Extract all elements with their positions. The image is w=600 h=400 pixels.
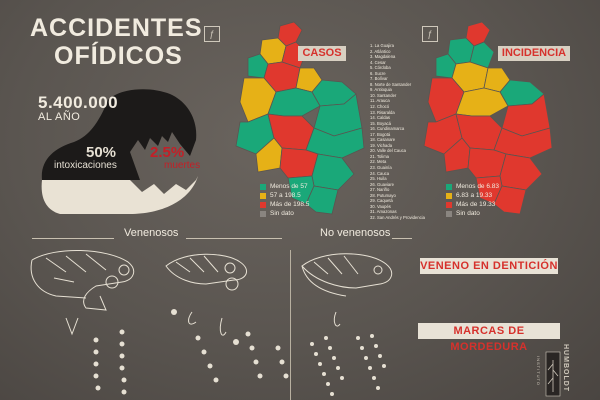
department-item: 9. Antioquia (370, 87, 392, 93)
legend-item: Sin dato (260, 209, 309, 218)
department-item: 26. Guaviare (370, 181, 394, 187)
divider (392, 238, 412, 239)
legend-label: Más de 19.33 (456, 201, 496, 208)
legend-swatch (260, 210, 266, 217)
legend-label: Menos de 57 (270, 183, 308, 190)
legend-swatch (446, 183, 452, 190)
legend-label: Menos de 6.83 (456, 183, 500, 190)
legend-item: Menos de 57 (260, 182, 309, 191)
map-casos (235, 21, 365, 215)
stat-total-label: AL AÑO (38, 111, 81, 123)
title-line1: ACCIDENTES (30, 14, 203, 42)
legend-swatch (260, 192, 266, 199)
department-item: 7. Bolívar (370, 76, 388, 82)
department-item: 20. Valle del Cauca (370, 148, 407, 154)
legend-item: 57 a 198.5 (260, 191, 309, 200)
department-item: 21. Tolima (370, 153, 390, 159)
department-item: 24. Cauca (370, 170, 390, 176)
department-item: 29. Caquetá (370, 198, 393, 204)
department-item: 2. Atlántico (370, 48, 391, 54)
department-item: 16. Cundinamarca (370, 126, 405, 132)
department-item: 8. Norte de Santander (370, 81, 412, 87)
department-item: 11. Arauca (370, 98, 390, 104)
page-title: ACCIDENTES OFÍDICOS (30, 14, 203, 70)
department-item: 27. Nariño (370, 187, 390, 193)
department-item: 30. Vaupés (370, 203, 391, 209)
map-incidencia (423, 21, 553, 215)
legend-label: Sin dato (456, 210, 480, 217)
legend-swatch (446, 201, 452, 208)
legend-label: Más de 198.5 (270, 201, 310, 208)
department-item: 31. Amazonas (370, 209, 397, 215)
divider (186, 238, 282, 239)
snake-silhouette (41, 89, 198, 214)
institute-logo: HUMBOLDT INSTITUTO (532, 340, 572, 400)
department-item: 14. Caldas (370, 115, 391, 121)
department-item: 15. Boyacá (370, 120, 391, 126)
legend-swatch (260, 183, 266, 190)
logo-text: HUMBOLDT (562, 344, 569, 393)
section-non-venomous: No venenosos (320, 227, 391, 239)
non-venomous-snake-drawing (301, 253, 393, 396)
banner-venom: VENENO EN DENTICIÓN (420, 258, 558, 274)
department-item: 5. Córdoba (370, 65, 391, 71)
department-item: 18. Casanare (370, 137, 396, 143)
section-venomous: Venenosos (124, 227, 179, 239)
legend-item: Menos de 6.83 (446, 182, 499, 191)
map-incidencia-legend: Menos de 6.83 6.83 a 19.33 Más de 19.33 … (446, 182, 499, 218)
stat-intox-pct: 50% (86, 144, 117, 161)
legend-label: 6.83 a 19.33 (456, 192, 493, 199)
department-item: 1. La Guajira (370, 43, 394, 48)
legend-item: Más de 198.5 (260, 200, 309, 209)
map-casos-title: CASOS (298, 46, 346, 61)
legend-label: 57 a 198.5 (270, 192, 301, 199)
stat-total: 5.400.000 (38, 93, 119, 112)
stat-intox-label: intoxicaciones (54, 160, 117, 171)
stat-death-pct: 2.5% (150, 144, 185, 161)
department-item: 32. San Andrés y Providencia (370, 214, 425, 220)
legend-swatch (446, 192, 452, 199)
legend-item: 6.83 a 19.33 (446, 191, 499, 200)
department-item: 23. Guainía (370, 165, 392, 171)
map-incidencia-title: INCIDENCIA (498, 46, 570, 61)
stat-death-label: muertes (164, 160, 201, 171)
legend-label: Sin dato (270, 210, 294, 217)
title-line2: OFÍDICOS (54, 42, 183, 70)
department-item: 28. Putumayo (370, 192, 396, 198)
department-item: 19. Vichada (370, 142, 393, 148)
vertical-divider (290, 250, 291, 400)
department-item: 22. Meta (370, 159, 387, 165)
logo-text-small: INSTITUTO (536, 356, 541, 387)
legend-item: Sin dato (446, 209, 499, 218)
department-item: 4. Cesar (370, 59, 386, 65)
legend-swatch (260, 201, 266, 208)
legend-swatch (446, 210, 452, 217)
divider (32, 238, 114, 239)
department-item: 3. Magdalena (370, 54, 396, 60)
department-item: 6. Sucre (370, 70, 386, 76)
fingerprint-icon: ƒ (422, 26, 438, 42)
department-list: 1. La Guajira 2. Atlántico 3. Magdalena 4. … (370, 43, 438, 221)
department-item: 17. Bogotá (370, 131, 391, 137)
venomous-snake-drawings (30, 249, 289, 395)
department-item: 10. Santander (370, 92, 397, 98)
fingerprint-icon: ƒ (204, 26, 220, 42)
department-item: 13. Risaralda (370, 109, 395, 115)
banner-bite: MARCAS DE MORDEDURA (418, 323, 560, 353)
map-casos-legend: Menos de 57 57 a 198.5 Más de 198.5 Sin … (260, 182, 309, 218)
legend-item: Más de 19.33 (446, 200, 499, 209)
department-item: 25. Huila (370, 176, 387, 182)
logo-emblem (545, 351, 561, 397)
department-item: 12. Chocó (370, 104, 390, 110)
